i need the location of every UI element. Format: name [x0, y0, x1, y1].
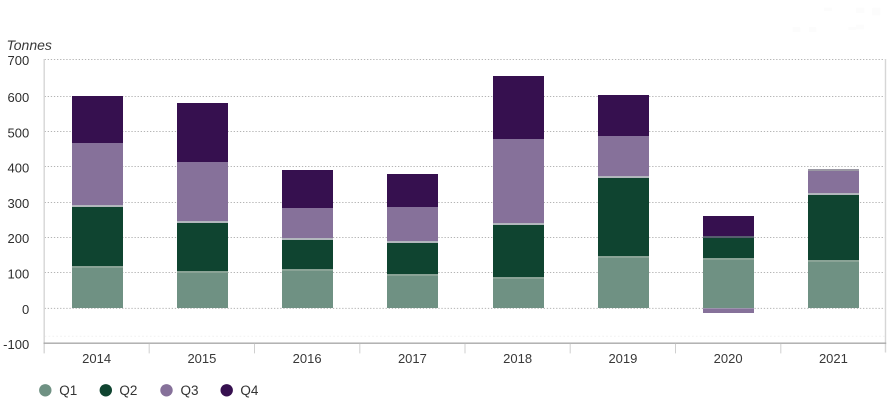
- svg-text:2019: 2019: [608, 351, 637, 366]
- svg-text:2018: 2018: [503, 351, 532, 366]
- svg-text:2015: 2015: [187, 351, 216, 366]
- svg-text:2020: 2020: [714, 351, 743, 366]
- svg-text:-100: -100: [3, 337, 29, 352]
- svg-text:Q4: Q4: [240, 383, 259, 398]
- svg-text:600: 600: [7, 90, 29, 105]
- svg-text:2017: 2017: [398, 351, 427, 366]
- svg-text:0: 0: [22, 302, 29, 317]
- svg-text:Q1: Q1: [59, 383, 77, 398]
- svg-text:Q3: Q3: [181, 383, 199, 398]
- svg-text:700: 700: [7, 53, 29, 68]
- svg-text:2014: 2014: [82, 351, 111, 366]
- svg-text:200: 200: [7, 231, 29, 246]
- svg-text:100: 100: [7, 266, 29, 281]
- svg-text:Tonnes: Tonnes: [7, 37, 52, 53]
- svg-text:500: 500: [7, 125, 29, 140]
- svg-text:Q2: Q2: [119, 383, 137, 398]
- svg-text:400: 400: [7, 160, 29, 175]
- svg-text:2021: 2021: [819, 351, 848, 366]
- svg-text:300: 300: [7, 196, 29, 211]
- svg-text:2016: 2016: [293, 351, 322, 366]
